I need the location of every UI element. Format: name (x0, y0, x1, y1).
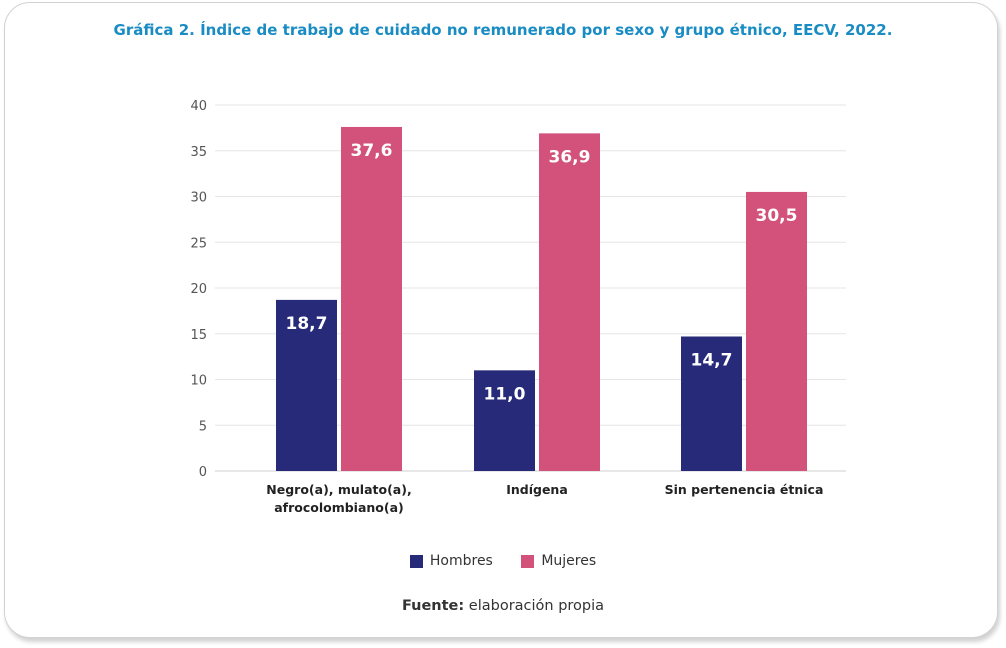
y-tick-label: 15 (190, 328, 207, 343)
chart-card (4, 2, 998, 638)
data-label: 11,0 (484, 384, 526, 404)
y-tick-label: 0 (199, 465, 207, 480)
data-label: 18,7 (286, 314, 328, 334)
legend-swatch-hombres (409, 554, 423, 568)
bar-mujeres-1 (539, 133, 600, 472)
legend-label-hombres: Hombres (429, 553, 493, 569)
category-label: Sin pertenencia étnica (665, 482, 824, 497)
y-tick-label: 35 (190, 145, 207, 160)
data-label: 37,6 (351, 141, 393, 161)
y-tick-label: 25 (190, 236, 207, 251)
bar-hombres-2 (681, 336, 742, 471)
source-text: elaboración propia (464, 598, 605, 614)
category-label: Negro(a), mulato(a), (266, 482, 411, 497)
data-labels: 18,7 11,0 14,7 37,6 36,9 30,5 (286, 141, 798, 404)
bar-hombres-0 (276, 299, 337, 471)
category-labels: Negro(a), mulato(a), afrocolombiano(a) Ind… (266, 482, 823, 515)
bar-mujeres-0 (341, 126, 402, 472)
legend-label-mujeres: Mujeres (541, 553, 597, 569)
chart-title: Gráfica 2. Índice de trabajo de cuidado … (113, 21, 893, 39)
bar-mujeres-2 (746, 191, 807, 472)
bars (276, 126, 807, 472)
data-label: 30,5 (756, 206, 798, 226)
y-tick-label: 5 (199, 419, 207, 434)
y-axis-ticks: 0 5 10 15 20 25 30 35 40 (190, 99, 207, 480)
source-note: Fuente: elaboración propia (0, 598, 1006, 614)
data-label: 36,9 (549, 147, 591, 167)
source-prefix: Fuente: (401, 598, 465, 614)
category-label: afrocolombiano(a) (274, 500, 404, 515)
y-tick-label: 10 (190, 374, 207, 389)
y-tick-label: 40 (190, 99, 207, 114)
legend-item-mujeres: Mujeres (521, 553, 596, 569)
legend-swatch-mujeres (521, 554, 535, 568)
category-label: Indígena (506, 482, 568, 497)
legend: Hombres Mujeres (0, 553, 1006, 572)
y-tick-label: 20 (190, 282, 207, 297)
data-label: 14,7 (691, 350, 733, 370)
bar-hombres-1 (474, 370, 535, 471)
legend-item-hombres: Hombres (409, 553, 493, 569)
y-tick-label: 30 (190, 191, 207, 206)
